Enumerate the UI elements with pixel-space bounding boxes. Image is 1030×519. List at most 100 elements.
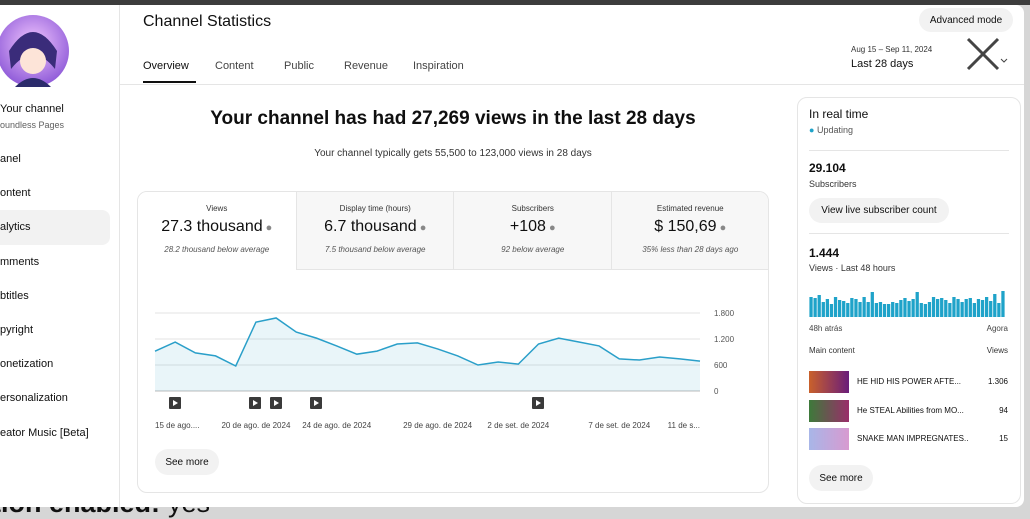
divider bbox=[809, 150, 1009, 151]
y-tick-label: 1.800 bbox=[714, 309, 735, 318]
y-tick-label: 600 bbox=[714, 361, 728, 370]
content-title[interactable]: SNAKE MAN IMPREGNATES... bbox=[857, 434, 969, 443]
info-icon[interactable]: ● bbox=[416, 222, 427, 234]
menu-item[interactable]: mments bbox=[0, 255, 40, 268]
y-tick-label: 1.200 bbox=[714, 335, 735, 344]
x-tick-label: 20 de ago. de 2024 bbox=[221, 421, 291, 430]
info-icon[interactable]: ● bbox=[262, 222, 273, 234]
bar bbox=[809, 297, 813, 317]
bar bbox=[829, 304, 834, 317]
live-count-button[interactable]: View live subscriber count bbox=[809, 198, 949, 223]
metric-label: Display time (hours) bbox=[339, 204, 411, 213]
top-strip bbox=[0, 0, 1030, 5]
header-divider bbox=[120, 84, 1024, 85]
tab[interactable]: Overview bbox=[143, 60, 189, 72]
play-icon bbox=[314, 400, 319, 406]
menu-item[interactable]: eator Music [Beta] bbox=[0, 426, 89, 439]
menu-item[interactable]: anel bbox=[0, 153, 21, 165]
advanced-mode-button[interactable]: Advanced mode bbox=[919, 8, 1013, 32]
metric-note: 28.2 thousand below average bbox=[164, 245, 270, 254]
area bbox=[155, 317, 700, 391]
info-icon[interactable]: ● bbox=[545, 222, 556, 234]
bar bbox=[935, 299, 940, 317]
menu-item[interactable]: btitles bbox=[0, 289, 29, 302]
content-title[interactable]: HE HID HIS POWER AFTE... bbox=[857, 377, 962, 386]
thumbnail[interactable] bbox=[809, 428, 849, 450]
thumbnail[interactable] bbox=[809, 399, 849, 422]
tab[interactable]: Public bbox=[284, 60, 314, 72]
bar bbox=[813, 298, 817, 317]
overview-card: Views 27.3 thousand ● 28.2 thousand below … bbox=[137, 191, 769, 493]
bar bbox=[952, 297, 956, 317]
views-label: Views · Last 48 hours bbox=[809, 263, 896, 273]
bar bbox=[968, 298, 972, 317]
metric-card[interactable]: Views 27.3 thousand ● 28.2 thousand below … bbox=[138, 192, 296, 269]
bar bbox=[862, 297, 866, 317]
views-bar-chart: 48h atrás Agora bbox=[809, 291, 1009, 333]
y-tick-label: 0 bbox=[714, 387, 719, 396]
status-dot: ● bbox=[809, 125, 815, 135]
menu-item[interactable]: pyright bbox=[0, 324, 34, 336]
info-icon[interactable]: ● bbox=[716, 222, 727, 234]
bar bbox=[948, 303, 952, 317]
bar bbox=[858, 302, 862, 317]
menu-item[interactable]: onetization bbox=[0, 358, 54, 371]
metric-card[interactable]: Display time (hours) 6.7 thousand ● 7.5 th… bbox=[295, 192, 454, 270]
divider bbox=[809, 233, 1009, 234]
bar bbox=[956, 299, 960, 317]
metric-value: +108 ● bbox=[509, 218, 556, 235]
realtime-status: ● Updating bbox=[809, 125, 853, 135]
menu-item[interactable]: ersonalization bbox=[0, 392, 68, 405]
menu-item[interactable]: ontent bbox=[0, 187, 31, 200]
bar bbox=[903, 298, 907, 317]
bar bbox=[870, 292, 874, 317]
x-tick-label: 29 de ago. de 2024 bbox=[403, 421, 473, 430]
play-icon bbox=[173, 400, 178, 406]
channel-handle: oundless Pages bbox=[0, 120, 65, 130]
metric-note: 92 below average bbox=[501, 245, 565, 254]
menu-highlight bbox=[0, 210, 110, 245]
page-title: Channel Statistics bbox=[143, 13, 272, 30]
tab[interactable]: Revenue bbox=[344, 60, 389, 72]
metric-value: $ 150,69 ● bbox=[654, 218, 727, 235]
tab[interactable]: Inspiration bbox=[413, 60, 464, 72]
metric-card[interactable]: Subscribers +108 ● 92 below average bbox=[453, 192, 612, 270]
bar bbox=[846, 303, 850, 317]
bar bbox=[993, 294, 997, 317]
x-tick-label: Agora bbox=[987, 324, 1009, 333]
metric-note: 7.5 thousand below average bbox=[324, 245, 426, 254]
menu-item[interactable]: alytics bbox=[0, 221, 31, 234]
tab[interactable]: Content bbox=[215, 60, 254, 72]
headline: Your channel has had 27,269 views in the… bbox=[210, 108, 696, 129]
metric-label: Views bbox=[206, 204, 228, 213]
x-tick-label: 48h atrás bbox=[809, 324, 842, 333]
bar bbox=[866, 302, 870, 317]
close-icon[interactable] bbox=[964, 37, 1012, 73]
analytics-modal: Your channel oundless Pages Channel Stat… bbox=[0, 5, 1024, 507]
bar bbox=[895, 303, 899, 317]
play-icon bbox=[536, 400, 541, 406]
bar bbox=[915, 292, 919, 317]
bar bbox=[878, 302, 883, 317]
period[interactable]: Last 28 days bbox=[851, 58, 914, 70]
realtime-panel bbox=[797, 97, 1021, 504]
metric-label: Subscribers bbox=[511, 204, 554, 213]
bar bbox=[980, 300, 985, 317]
content-title[interactable]: He STEAL Abilities from MO... bbox=[857, 405, 964, 415]
bar bbox=[882, 304, 887, 317]
bar bbox=[923, 304, 928, 317]
x-tick-label: 15 de ago.... bbox=[155, 421, 199, 430]
realtime-see-more[interactable]: See more bbox=[809, 465, 873, 491]
see-more-button[interactable]: See more bbox=[155, 449, 219, 475]
bar bbox=[837, 300, 842, 317]
bar bbox=[997, 303, 1001, 317]
subtext: Your channel typically gets 55,500 to 12… bbox=[314, 148, 592, 159]
bar bbox=[976, 299, 981, 317]
date-range: Aug 15 – Sep 11, 2024 bbox=[851, 45, 933, 54]
thumbnail[interactable] bbox=[809, 371, 849, 393]
bar bbox=[911, 299, 915, 317]
subscriber-label: Subscribers bbox=[809, 179, 857, 189]
views-count: 1.444 bbox=[809, 246, 840, 260]
status-text: Updating bbox=[816, 125, 853, 135]
metric-card[interactable]: Estimated revenue $ 150,69 ● 35% less than… bbox=[610, 192, 768, 270]
